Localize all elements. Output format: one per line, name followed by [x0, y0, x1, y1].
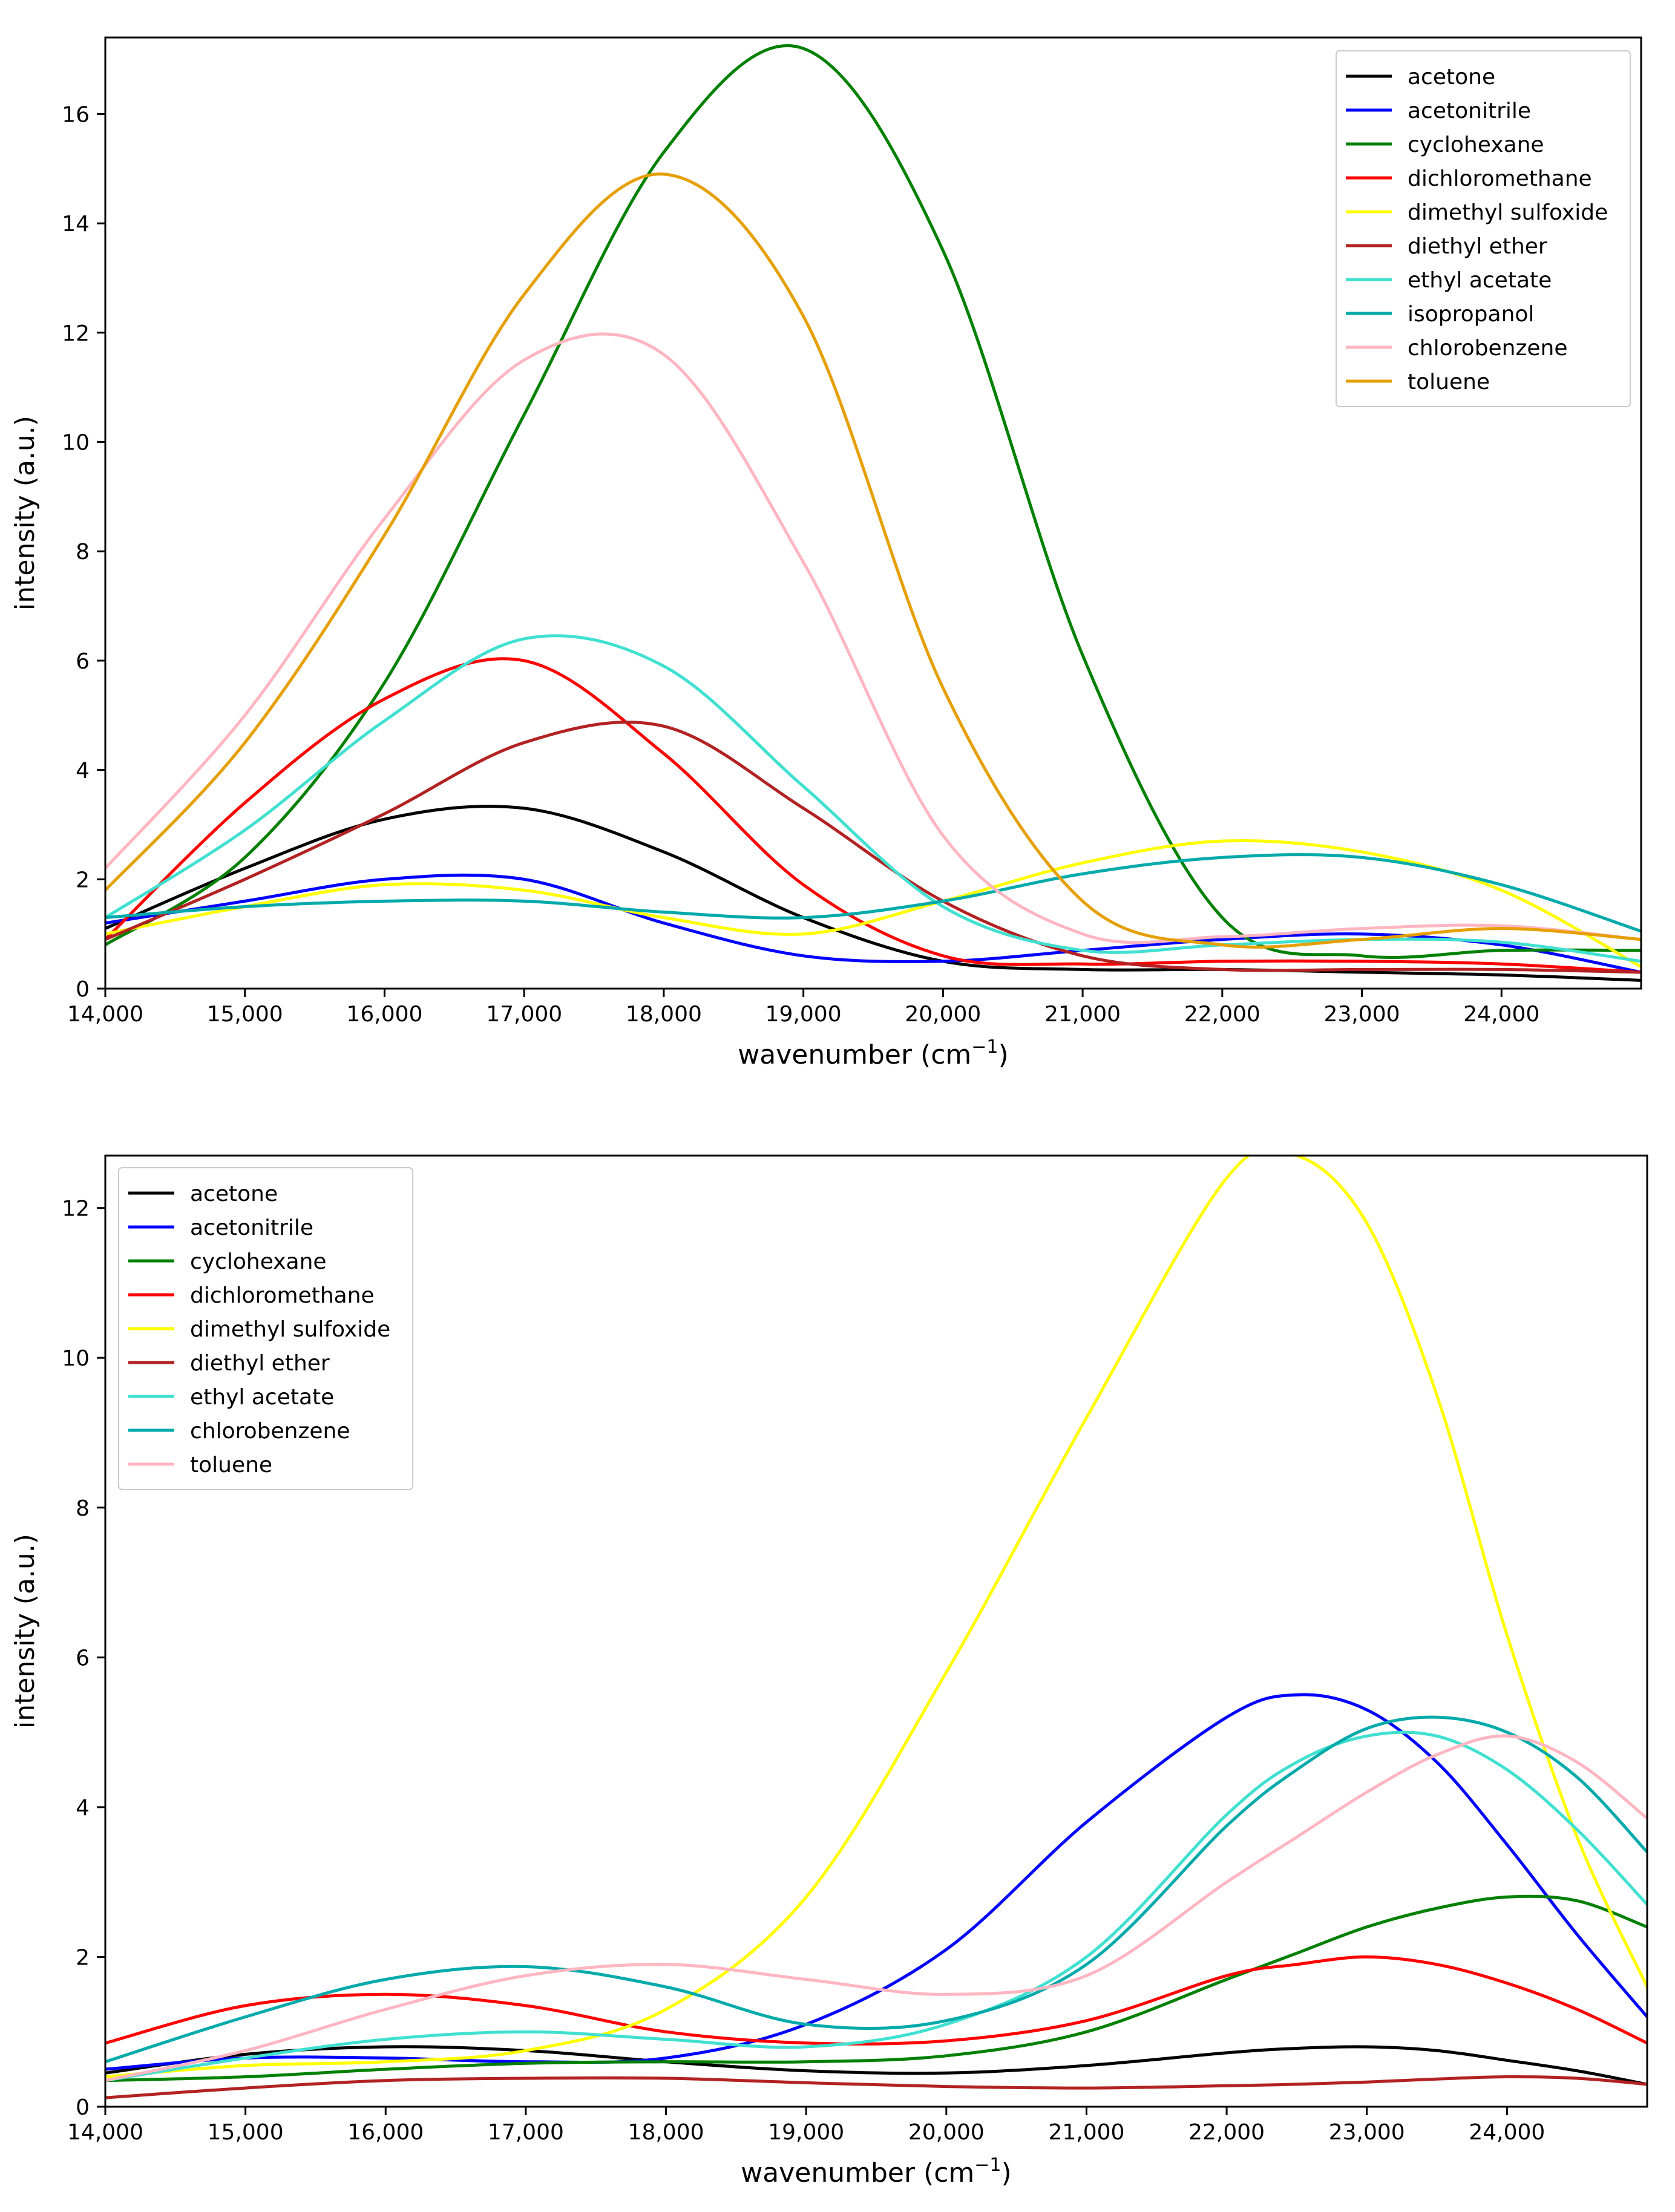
- x-axis-label-main: wavenumber (cm: [741, 2158, 974, 2188]
- y-tick-label: 10: [62, 1346, 90, 1371]
- legend-label: cyclohexane: [190, 1249, 327, 1274]
- x-tick-label: 22,000: [1188, 2120, 1265, 2145]
- x-tick-label: 19,000: [768, 2120, 844, 2145]
- x-tick-label: 22,000: [1184, 1002, 1260, 1027]
- legend-label: isopropanol: [1408, 302, 1534, 327]
- x-axis-label-end: ): [998, 1039, 1009, 1070]
- plot-frame: [104, 1154, 1648, 2108]
- legend-frame: [1336, 50, 1631, 407]
- y-tick-label: 0: [76, 977, 90, 1002]
- legend-label: dimethyl sulfoxide: [190, 1317, 390, 1342]
- series-lines: [105, 44, 1641, 982]
- y-axis-label: intensity (a.u.): [10, 1534, 41, 1729]
- series-line-cyclohexane: [105, 1894, 1647, 2083]
- series-line-chlorobenzene: [105, 332, 1641, 944]
- x-tick-label: 14,000: [67, 2120, 143, 2145]
- y-tick-label: 8: [76, 540, 90, 564]
- series-line-diethyl-ether: [105, 721, 1641, 974]
- y-axis-label: intensity (a.u.): [10, 416, 41, 610]
- x-tick-label: 16,000: [347, 2120, 424, 2145]
- series-line-acetone: [105, 2045, 1647, 2086]
- top-chart: 14,000 15,000 16,000 17,000 18,000 19,000 20,0…: [10, 36, 1642, 1070]
- x-tick-label: 16,000: [346, 1002, 422, 1027]
- series-line-chlorobenzene: [105, 1715, 1647, 2064]
- y-tick-label: 4: [76, 1796, 90, 1821]
- legend-frame: [118, 1167, 413, 1490]
- legend-label: ethyl acetate: [190, 1385, 334, 1410]
- legend-label: chlorobenzene: [190, 1419, 350, 1444]
- x-tick-label: 14,000: [67, 1002, 143, 1027]
- x-tick-label: 18,000: [626, 1002, 702, 1027]
- x-axis-label-main: wavenumber (cm: [738, 1039, 971, 1070]
- series-line-dichloromethane: [105, 1955, 1647, 2046]
- legend-label: diethyl ether: [1408, 234, 1547, 259]
- x-axis-label: wavenumber (cm−1): [741, 2155, 1011, 2188]
- legend-label: ethyl acetate: [1408, 268, 1552, 293]
- x-axis-label-exponent: −1: [971, 1036, 998, 1058]
- legend-label: acetone: [190, 1182, 278, 1206]
- legend-label: dichloromethane: [190, 1283, 375, 1308]
- x-tick-label: 18,000: [628, 2120, 704, 2145]
- y-tick-label: 12: [62, 1197, 90, 1222]
- series-line-dichloromethane: [105, 657, 1641, 974]
- x-tick-label: 23,000: [1324, 1002, 1400, 1027]
- legend-label: acetone: [1408, 65, 1495, 90]
- y-tick-label: 2: [76, 1945, 90, 1970]
- x-tick-label: 15,000: [208, 2120, 284, 2145]
- y-tick-label: 6: [76, 649, 90, 674]
- x-tick-label: 24,000: [1463, 1002, 1539, 1027]
- x-tick-label: 19,000: [765, 1002, 842, 1027]
- series-line-acetonitrile: [105, 1693, 1647, 2071]
- plot-frame: [104, 36, 1642, 990]
- series-line-ethyl-acetate: [105, 1730, 1647, 2083]
- y-tick-label: 8: [76, 1496, 90, 1521]
- legend-label: diethyl ether: [190, 1351, 330, 1376]
- x-axis-label-exponent: −1: [974, 2155, 1001, 2176]
- series-lines: [105, 1156, 1647, 2099]
- series-line-dimethyl-sulfoxide: [105, 839, 1641, 969]
- y-tick-label: 2: [76, 868, 90, 892]
- legend-label: acetonitrile: [1408, 99, 1531, 123]
- y-tick-label: 16: [62, 102, 90, 127]
- y-tick-label: 6: [76, 1646, 90, 1670]
- x-axis-label: wavenumber (cm−1): [738, 1036, 1008, 1070]
- series-line-toluene: [105, 172, 1641, 949]
- legend-label: chlorobenzene: [1408, 336, 1568, 361]
- series-line-cyclohexane: [105, 44, 1641, 959]
- x-tick-label: 23,000: [1329, 2120, 1405, 2145]
- series-line-toluene: [105, 1734, 1647, 2083]
- x-tick-label: 21,000: [1044, 1002, 1121, 1027]
- y-tick-label: 0: [76, 2095, 90, 2120]
- y-tick-label: 14: [62, 212, 90, 237]
- legend-label: dichloromethane: [1408, 166, 1592, 191]
- x-tick-label: 24,000: [1469, 2120, 1545, 2145]
- legend-label: toluene: [190, 1453, 272, 1477]
- y-tick-label: 4: [76, 759, 90, 784]
- x-tick-label: 17,000: [488, 2120, 564, 2145]
- x-tick-label: 20,000: [905, 1002, 981, 1027]
- legend-label: toluene: [1408, 370, 1490, 394]
- x-tick-label: 20,000: [908, 2120, 985, 2145]
- series-line-diethyl-ether: [105, 2075, 1647, 2099]
- legend-label: acetonitrile: [190, 1216, 313, 1240]
- y-tick-label: 10: [62, 431, 90, 456]
- series-line-acetone: [105, 805, 1641, 982]
- x-tick-label: 21,000: [1048, 2120, 1124, 2145]
- legend-label: dimethyl sulfoxide: [1408, 200, 1608, 225]
- bottom-chart: 14,000 15,000 16,000 17,000 18,000 19,000 20,0…: [10, 1154, 1648, 2188]
- series-line-acetonitrile: [105, 873, 1641, 974]
- series-line-dimethyl-sulfoxide: [105, 1156, 1647, 2078]
- y-tick-label: 12: [62, 321, 90, 346]
- legend: acetone acetonitrile cyclohexane dichlorome…: [118, 1167, 413, 1490]
- legend: acetone acetonitrile cyclohexane dichlorome…: [1336, 50, 1631, 407]
- x-axis-label-end: ): [1001, 2158, 1012, 2188]
- x-tick-label: 15,000: [207, 1002, 283, 1027]
- series-line-isopropanol: [105, 853, 1641, 933]
- legend-label: cyclohexane: [1408, 133, 1544, 157]
- x-tick-label: 17,000: [486, 1002, 562, 1027]
